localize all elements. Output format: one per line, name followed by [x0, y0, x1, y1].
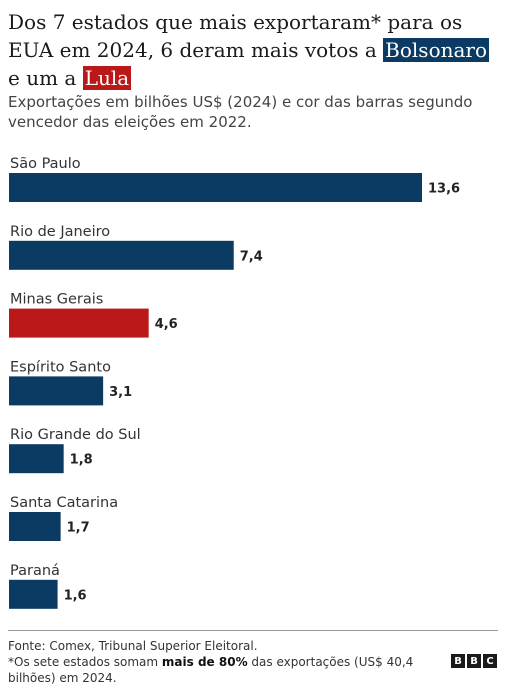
category-label: Rio Grande do Sul [10, 427, 141, 443]
category-label: São Paulo [10, 156, 81, 172]
value-label: 3,1 [109, 385, 132, 400]
category-label: Espírito Santo [10, 359, 111, 375]
bar [9, 444, 64, 474]
footnote-post: das exportações (US$ 40,4 bilhões) em 20… [8, 655, 414, 685]
chart-subtitle: Exportações em bilhões US$ (2024) e cor … [8, 93, 473, 131]
chart-title: Dos 7 estados que mais exportaram* para … [8, 8, 503, 92]
title-lula-highlight: Lula [82, 66, 132, 90]
bar [9, 512, 61, 541]
logo-letter-b1: B [451, 654, 465, 668]
value-label: 1,8 [70, 453, 93, 468]
bar [9, 173, 422, 202]
category-label: Minas Gerais [10, 292, 103, 308]
value-label: 4,6 [155, 317, 178, 332]
category-label: Paraná [10, 563, 60, 579]
bar [9, 308, 149, 338]
footnote-pre: *Os sete estados somam [8, 655, 162, 669]
logo-letter-c: C [483, 654, 497, 668]
bar-chart: São Paulo 13,6 Rio de Janeiro 7,4 Minas Gera… [9, 156, 460, 609]
title-part-1: Dos 7 estados que mais exportaram* para … [8, 10, 463, 62]
title-part-2: e um a [8, 66, 83, 90]
bbc-logo: B B C [451, 654, 497, 668]
footnote: *Os sete estados somam mais de 80% das e… [8, 654, 448, 686]
value-label: 1,6 [64, 588, 87, 603]
value-label: 1,7 [67, 521, 90, 536]
title-bolsonaro-highlight: Bolsonaro [383, 38, 490, 62]
footer-divider [8, 630, 498, 631]
bar [9, 240, 234, 270]
logo-letter-b2: B [467, 654, 481, 668]
value-label: 7,4 [240, 249, 263, 264]
footnote-bold: mais de 80% [161, 655, 248, 669]
bar [9, 579, 58, 609]
value-label: 13,6 [428, 182, 460, 197]
category-label: Rio de Janeiro [10, 224, 110, 240]
bar [9, 376, 104, 406]
category-label: Santa Catarina [10, 495, 118, 511]
source-text: Fonte: Comex, Tribunal Superior Eleitora… [8, 639, 258, 653]
